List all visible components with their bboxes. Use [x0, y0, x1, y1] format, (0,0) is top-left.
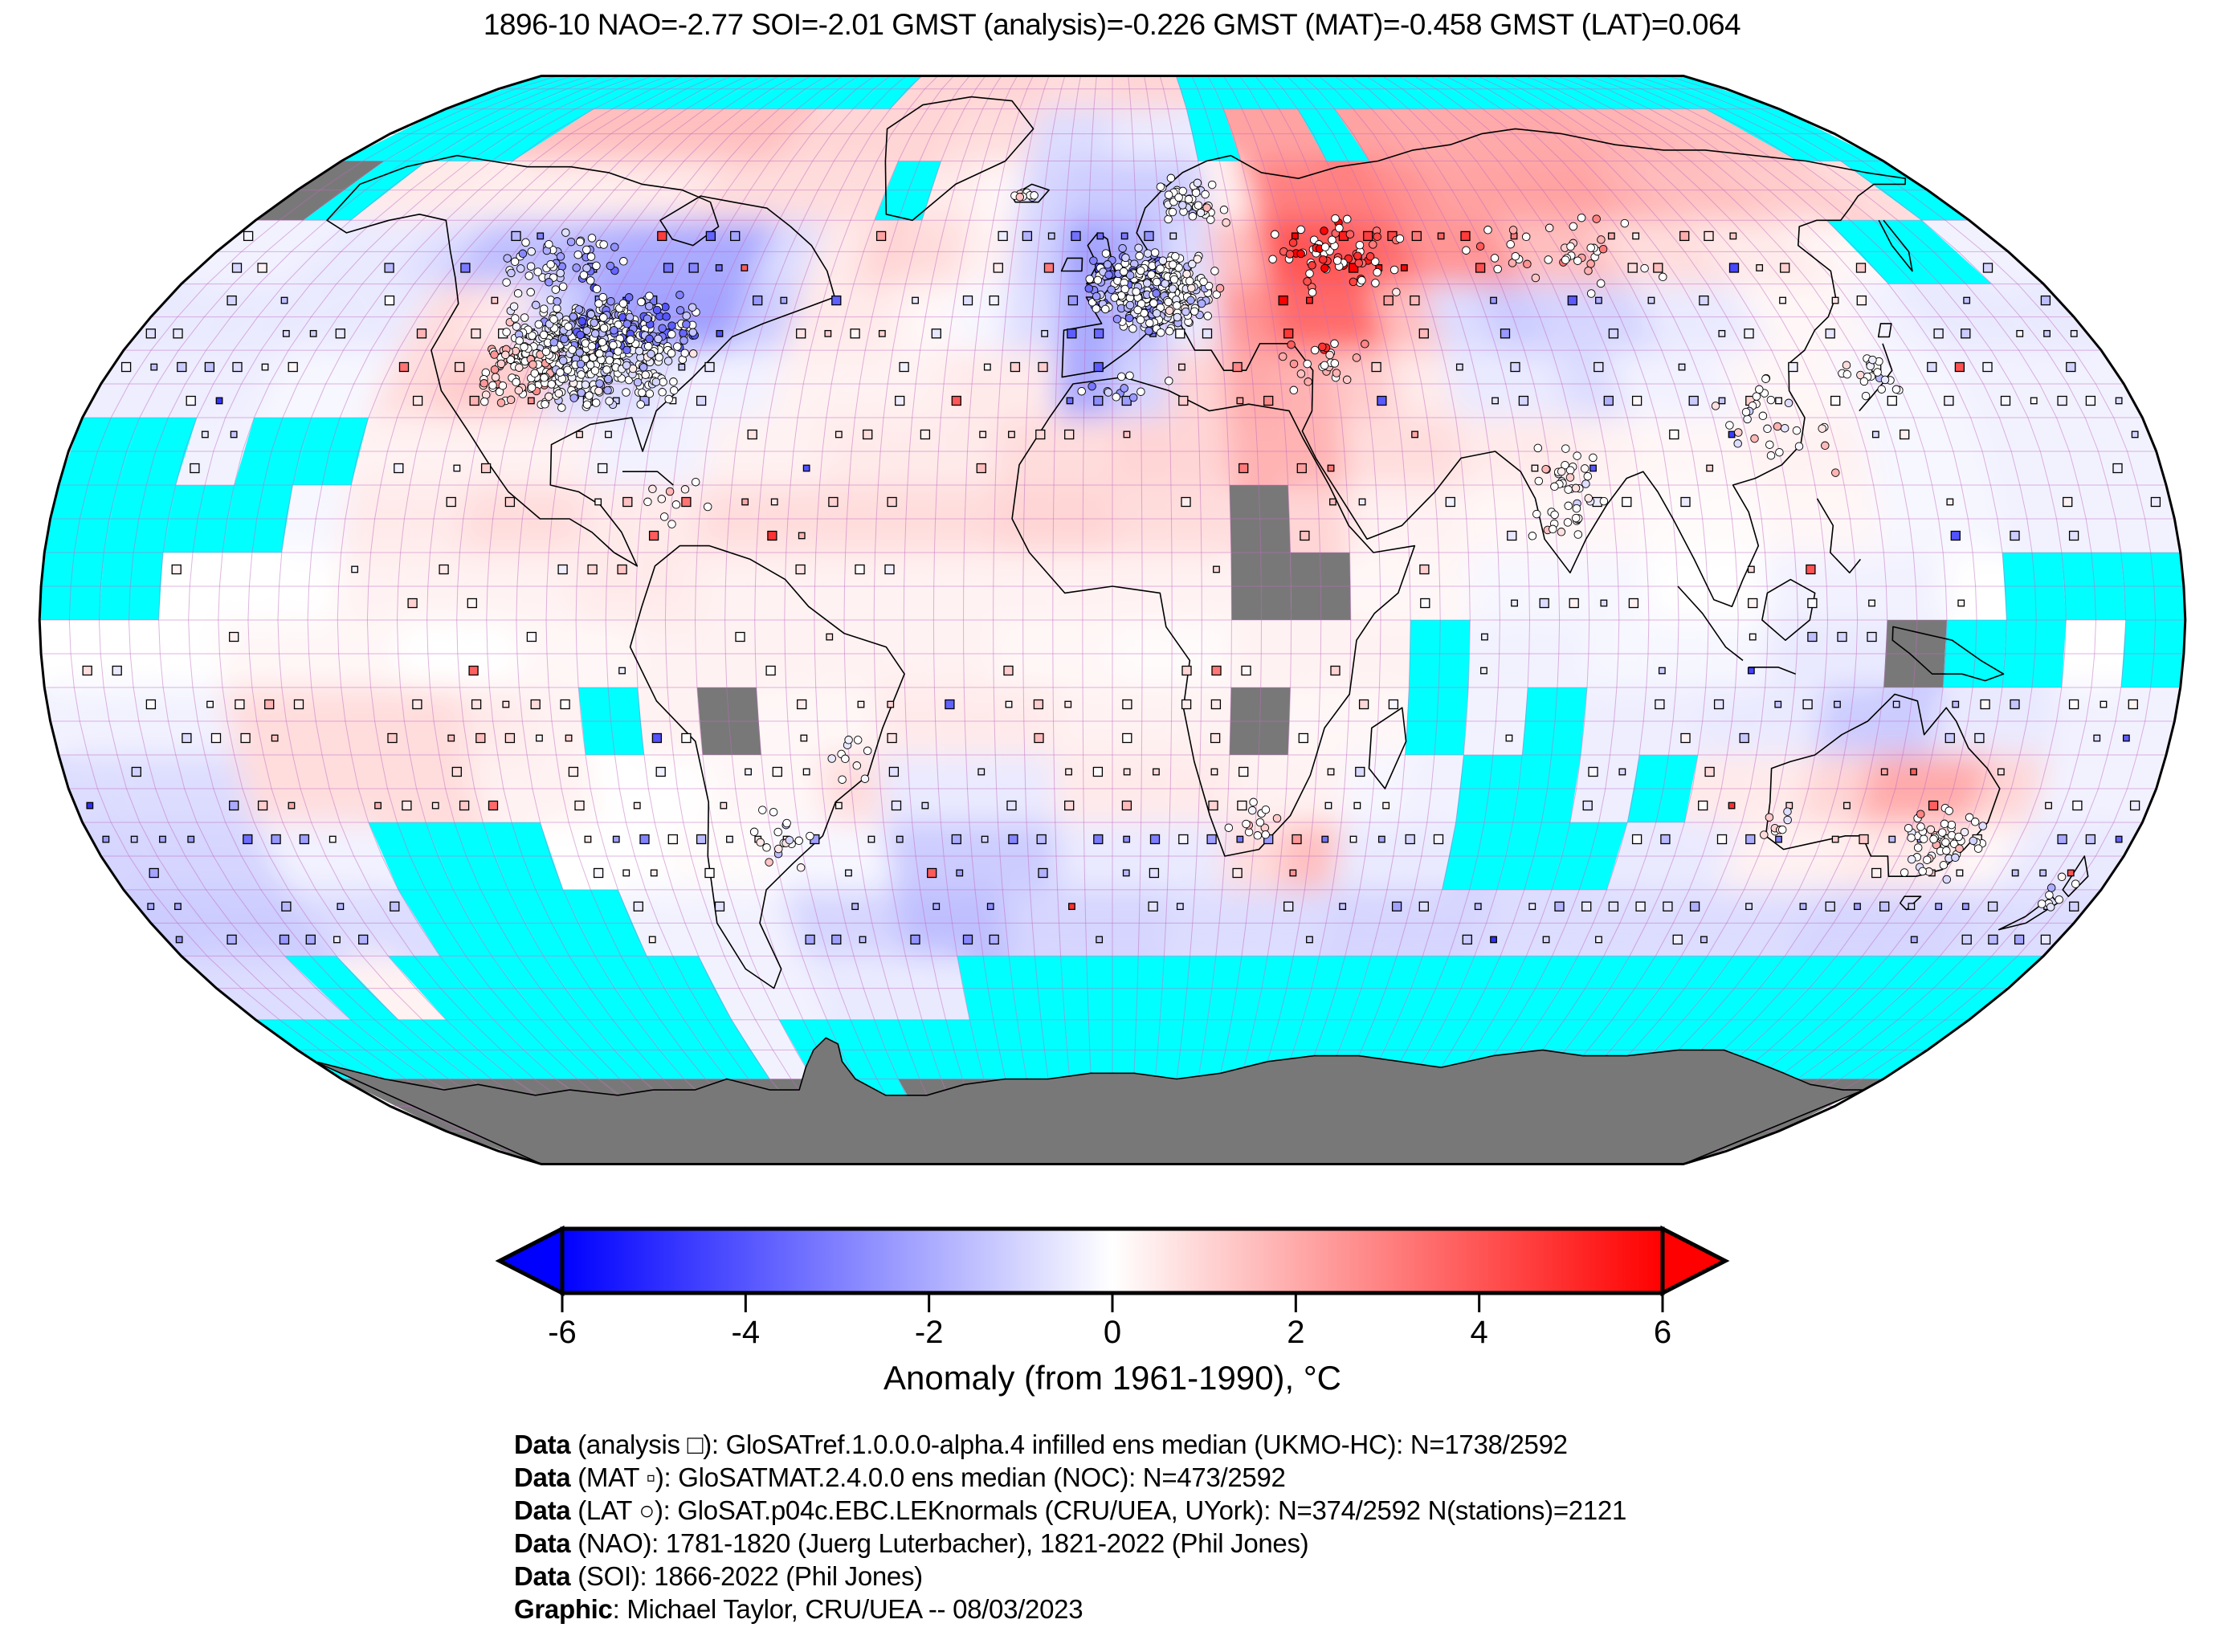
caption-block: Data (analysis □): GloSATref.1.0.0.0-alp…: [514, 1428, 1626, 1625]
caption-data-lat: Data (LAT ○): GloSAT.p04c.EBC.LEKnormals…: [514, 1494, 1626, 1527]
colorbar-tick-label: 6: [1654, 1315, 1671, 1350]
colorbar-ticks: -6 -4 -2 0 2 4 6: [548, 1295, 1671, 1350]
colorbar-tick-label: 4: [1471, 1315, 1488, 1350]
anomaly-world-map: [38, 75, 2187, 1165]
caption-graphic-credit: Graphic: Michael Taylor, CRU/UEA -- 08/0…: [514, 1593, 1626, 1625]
caption-bold: Data: [514, 1561, 571, 1591]
caption-text: (analysis □): GloSATref.1.0.0.0-alpha.4 …: [570, 1430, 1568, 1459]
caption-bold: Data: [514, 1462, 571, 1492]
colorbar-tick-label: -4: [732, 1315, 761, 1350]
caption-data-mat: Data (MAT ▫): GloSATMAT.2.4.0.0 ens medi…: [514, 1461, 1626, 1494]
caption-bold: Data: [514, 1495, 571, 1525]
colorbar-tick-label: -2: [915, 1315, 944, 1350]
caption-text: (LAT ○): GloSAT.p04c.EBC.LEKnormals (CRU…: [570, 1495, 1627, 1525]
page-title: 1896-10 NAO=-2.77 SOI=-2.01 GMST (analys…: [483, 8, 1741, 41]
colorbar-tick-label: -6: [548, 1315, 577, 1350]
colorbar-tick-label: 0: [1104, 1315, 1121, 1350]
caption-bold: Data: [514, 1528, 571, 1558]
caption-text: (SOI): 1866-2022 (Phil Jones): [570, 1561, 923, 1591]
caption-text: (MAT ▫): GloSATMAT.2.4.0.0 ens median (N…: [570, 1462, 1286, 1492]
colorbar-axis-label: Anomaly (from 1961-1990), °C: [883, 1359, 1341, 1397]
caption-text: : Michael Taylor, CRU/UEA -- 08/03/2023: [612, 1594, 1083, 1624]
caption-data-soi: Data (SOI): 1866-2022 (Phil Jones): [514, 1560, 1626, 1593]
caption-text: (NAO): 1781-1820 (Juerg Luterbacher), 18…: [570, 1528, 1309, 1558]
colorbar: -6 -4 -2 0 2 4 6 Anomaly (from 1961-1990), °C: [495, 1225, 1730, 1397]
caption-data-analysis: Data (analysis □): GloSATref.1.0.0.0-alp…: [514, 1428, 1626, 1461]
caption-bold: Graphic: [514, 1594, 613, 1624]
colorbar-tick-label: 2: [1287, 1315, 1304, 1350]
caption-data-nao: Data (NAO): 1781-1820 (Juerg Luterbacher…: [514, 1527, 1626, 1560]
caption-bold: Data: [514, 1430, 571, 1459]
